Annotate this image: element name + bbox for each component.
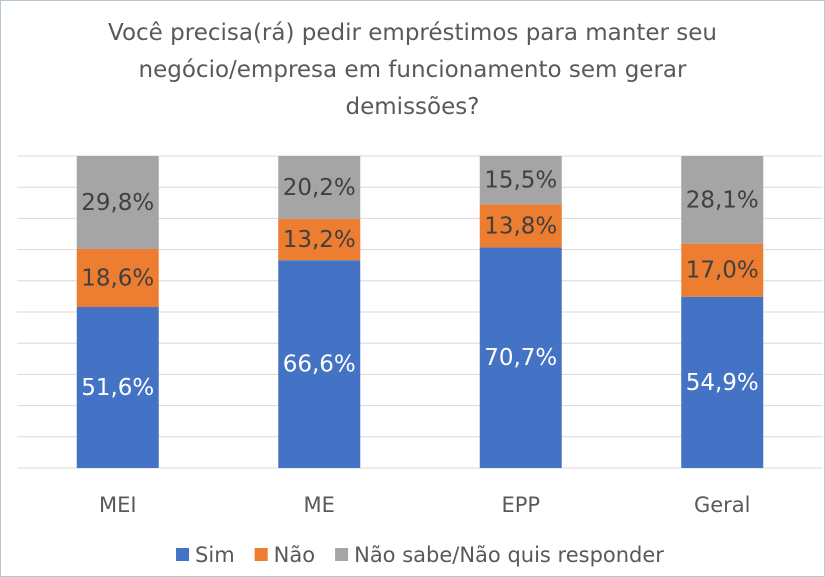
bar-segment	[278, 156, 361, 220]
x-tick-label: MEI	[99, 493, 137, 517]
legend-label: Sim	[195, 543, 235, 567]
data-label: 20,2%	[283, 175, 356, 201]
data-label: 66,6%	[283, 352, 356, 378]
data-label: 54,9%	[686, 370, 759, 396]
legend-swatch	[335, 548, 349, 561]
legend-swatch	[254, 548, 268, 561]
data-label: 28,1%	[686, 187, 759, 213]
bar-segment	[479, 247, 562, 468]
data-label: 13,8%	[484, 213, 557, 239]
data-label: 13,2%	[283, 227, 356, 253]
bar-segment	[76, 307, 159, 468]
legend-label: Não	[274, 543, 315, 567]
bar-segment	[76, 248, 159, 308]
data-label: 70,7%	[484, 345, 557, 371]
bar-segment	[681, 156, 764, 244]
legend-swatch	[176, 548, 190, 561]
legend-label: Não sabe/Não quis responder	[354, 543, 664, 567]
data-label: 51,6%	[81, 375, 154, 401]
bar-segment	[278, 219, 361, 261]
bar-segment	[479, 156, 562, 205]
data-label: 18,6%	[81, 265, 154, 291]
data-label: 29,8%	[81, 190, 154, 216]
bar-segment	[479, 204, 562, 248]
chart-title: Você precisa(rá) pedir empréstimos para …	[108, 20, 717, 120]
x-tick-label: ME	[304, 493, 335, 517]
x-tick-label: EPP	[501, 493, 540, 517]
data-label: 17,0%	[686, 258, 759, 284]
bar-segment	[681, 243, 764, 297]
bar-segment	[681, 296, 764, 468]
data-label: 15,5%	[484, 168, 557, 194]
bar-segment	[278, 260, 361, 468]
x-tick-label: Geral	[694, 493, 751, 517]
bar-segment	[76, 156, 159, 249]
